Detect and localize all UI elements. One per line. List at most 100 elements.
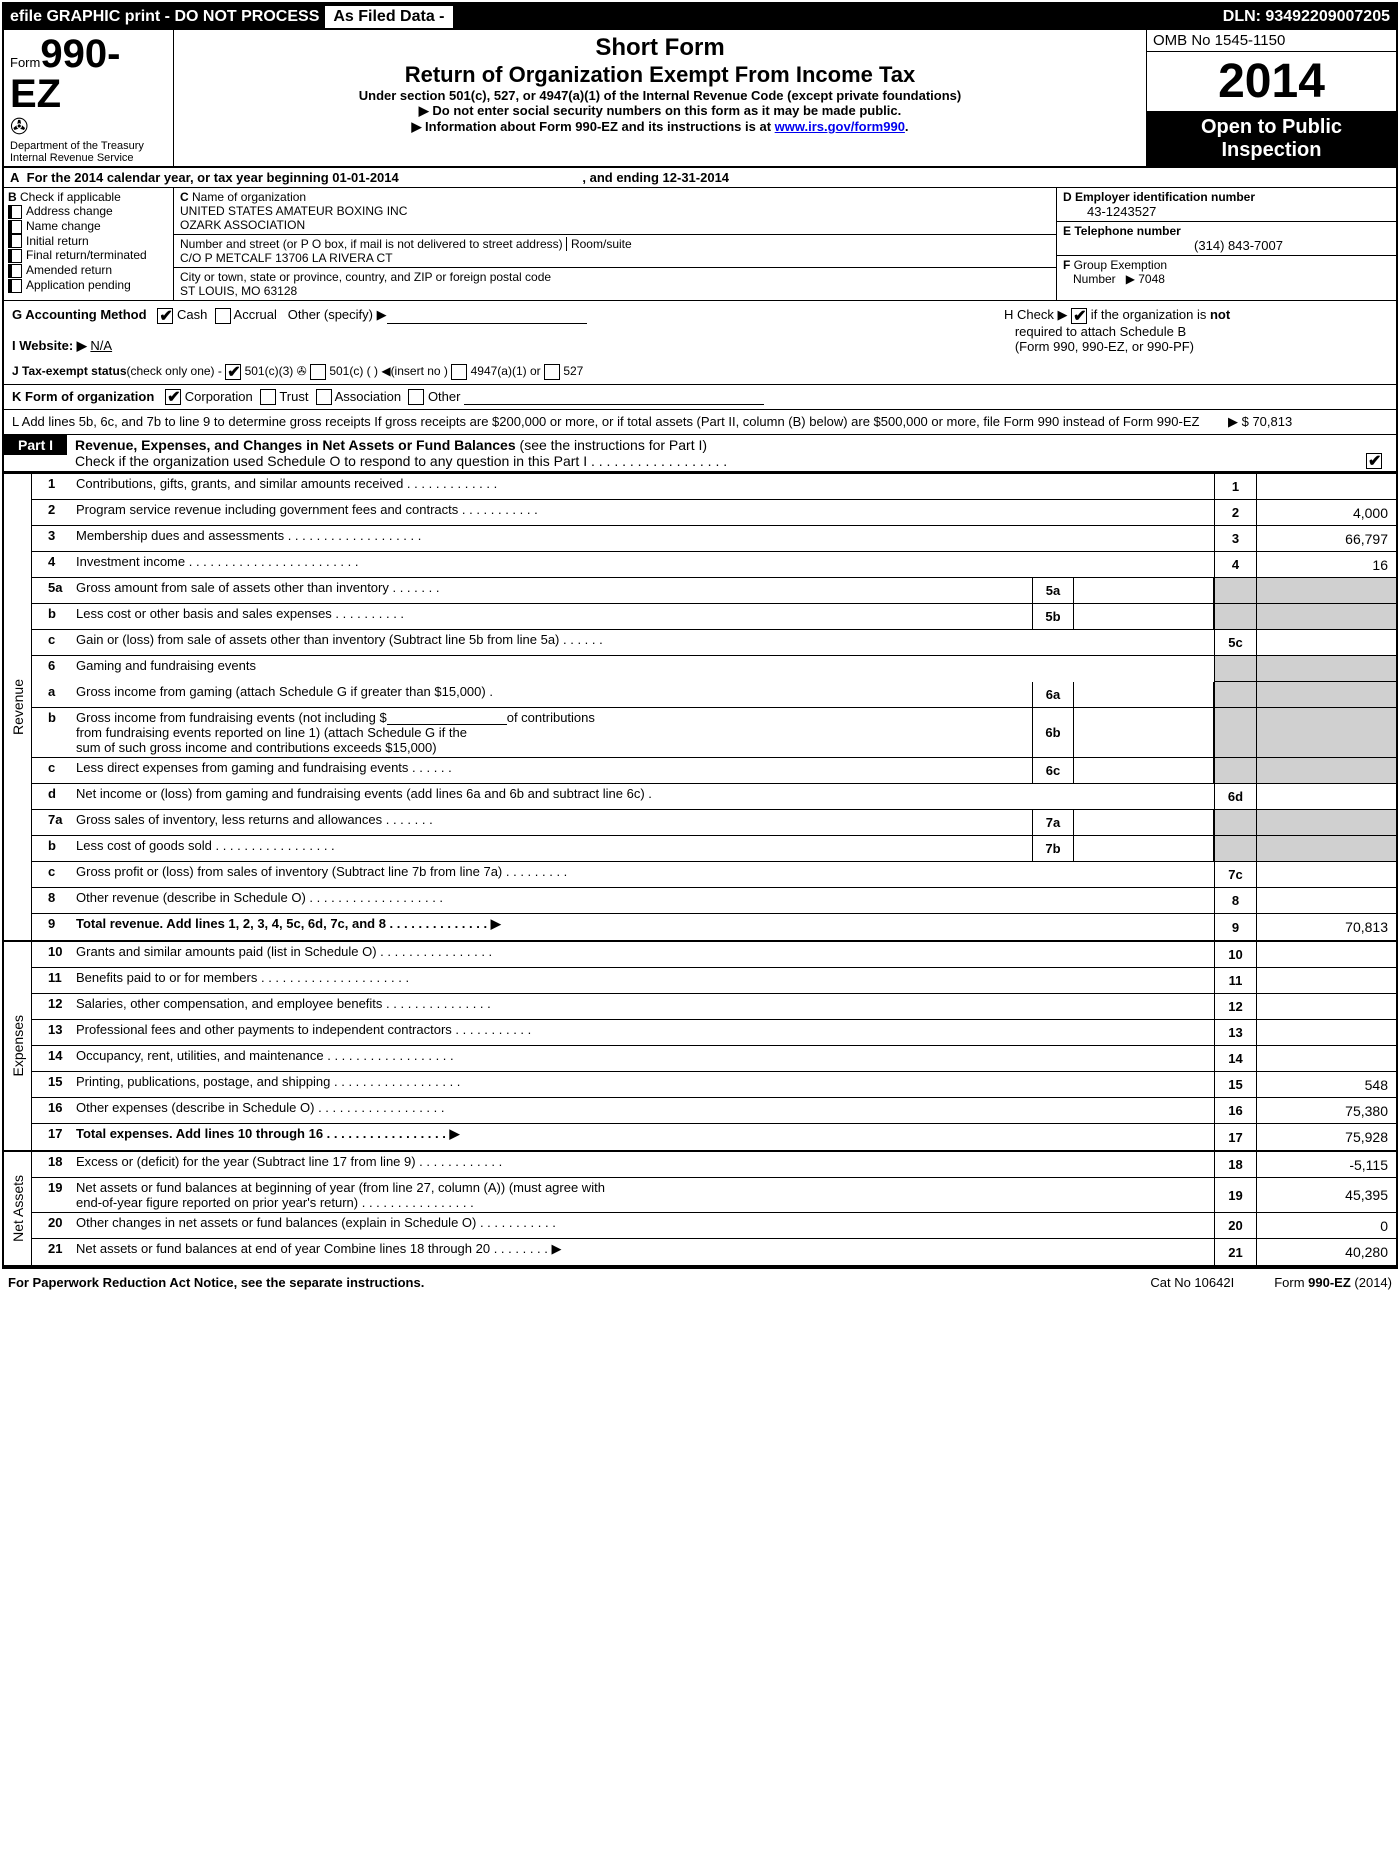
chk-accrual[interactable] <box>215 308 231 324</box>
irs-link[interactable]: www.irs.gov/form990 <box>775 119 905 134</box>
col-c-org-info: C Name of organization UNITED STATES AMA… <box>174 188 1056 300</box>
netassets-sidelabel: Net Assets <box>4 1152 32 1265</box>
line-17-value: 75,928 <box>1256 1124 1396 1150</box>
line-13: 13 Professional fees and other payments … <box>32 1020 1396 1046</box>
as-filed-label: As Filed Data - <box>325 6 452 28</box>
revenue-section: Revenue 1 Contributions, gifts, grants, … <box>4 472 1396 940</box>
line-20-value: 0 <box>1256 1213 1396 1238</box>
line-14-value <box>1256 1046 1396 1071</box>
line-8-value <box>1256 888 1396 913</box>
org-name-1: UNITED STATES AMATEUR BOXING INC <box>180 204 407 218</box>
line-11-value <box>1256 968 1396 993</box>
row-a-tax-year: A For the 2014 calendar year, or tax yea… <box>4 168 1396 188</box>
line-21-value: 40,280 <box>1256 1239 1396 1265</box>
row-l-gross-receipts: L Add lines 5b, 6c, and 7b to line 9 to … <box>4 410 1396 435</box>
chk-4947[interactable] <box>451 364 467 380</box>
line-20: 20 Other changes in net assets or fund b… <box>32 1213 1396 1239</box>
line-21: 21 Net assets or fund balances at end of… <box>32 1239 1396 1265</box>
line-5b: b Less cost or other basis and sales exp… <box>32 604 1396 630</box>
line-10: 10 Grants and similar amounts paid (list… <box>32 942 1396 968</box>
dln-label: DLN: 93492209007205 <box>1223 8 1390 26</box>
line-6d: d Net income or (loss) from gaming and f… <box>32 784 1396 810</box>
gross-receipts-amount: ▶ $ 70,813 <box>1208 414 1388 430</box>
page-footer: For Paperwork Reduction Act Notice, see … <box>0 1271 1400 1294</box>
org-street: C/O P METCALF 13706 LA RIVERA CT <box>180 251 393 265</box>
row-bcdef: B Check if applicable Address change Nam… <box>4 188 1396 301</box>
line-7c-value <box>1256 862 1396 887</box>
group-exemption-value: ▶ 7048 <box>1126 272 1165 286</box>
chk-amended-return[interactable]: Amended return <box>8 263 169 278</box>
line-3-value: 66,797 <box>1256 526 1396 551</box>
part-1-tab: Part I <box>4 435 67 455</box>
header-center: Short Form Return of Organization Exempt… <box>174 30 1146 166</box>
line-6a: a Gross income from gaming (attach Sched… <box>32 682 1396 708</box>
line-9-value: 70,813 <box>1256 914 1396 940</box>
line-1-value <box>1256 474 1396 499</box>
dept-irs: Internal Revenue Service <box>10 152 167 164</box>
note-info: ▶ Information about Form 990-EZ and its … <box>182 119 1138 135</box>
note-ssn: ▶ Do not enter social security numbers o… <box>182 103 1138 119</box>
phone-value: (314) 843-7007 <box>1063 238 1390 253</box>
part-1-title: Revenue, Expenses, and Changes in Net As… <box>67 435 1396 471</box>
efile-label: efile GRAPHIC print - DO NOT PROCESS <box>10 8 319 26</box>
chk-name-change[interactable]: Name change <box>8 219 169 234</box>
net-assets-section: Net Assets 18 Excess or (deficit) for th… <box>4 1150 1396 1267</box>
omb-number: OMB No 1545-1150 <box>1147 30 1396 52</box>
accounting-method: G Accounting Method Cash Accrual Other (… <box>4 301 996 360</box>
form-prefix: Form <box>10 55 40 70</box>
group-exemption-block: F Group Exemption Number ▶ 7048 <box>1057 256 1396 288</box>
open-to-public: Open to Public Inspection <box>1147 112 1396 166</box>
part-1-header: Part I Revenue, Expenses, and Changes in… <box>4 435 1396 472</box>
line-7c: c Gross profit or (loss) from sales of i… <box>32 862 1396 888</box>
form-990ez: efile GRAPHIC print - DO NOT PROCESS As … <box>2 2 1398 1269</box>
org-city-block: City or town, state or province, country… <box>174 268 1056 300</box>
chk-schedule-b[interactable] <box>1071 308 1087 324</box>
line-6d-value <box>1256 784 1396 809</box>
efile-topbar: efile GRAPHIC print - DO NOT PROCESS As … <box>4 4 1396 30</box>
org-street-block: Number and street (or P O box, if mail i… <box>174 235 1056 268</box>
row-j-tax-exempt: J Tax-exempt status(check only one) - 50… <box>4 360 1396 385</box>
col-b-checkboxes: B Check if applicable Address change Nam… <box>4 188 174 300</box>
org-name-2: OZARK ASSOCIATION <box>180 218 305 232</box>
line-6: 6 Gaming and fundraising events <box>32 656 1396 682</box>
line-12: 12 Salaries, other compensation, and emp… <box>32 994 1396 1020</box>
org-city: ST LOUIS, MO 63128 <box>180 284 297 298</box>
chk-501c3[interactable] <box>225 364 241 380</box>
chk-address-change[interactable]: Address change <box>8 204 169 219</box>
line-15: 15 Printing, publications, postage, and … <box>32 1072 1396 1098</box>
chk-association[interactable] <box>316 389 332 405</box>
chk-final-return[interactable]: Final return/terminated <box>8 248 169 263</box>
org-name-block: C Name of organization UNITED STATES AMA… <box>174 188 1056 235</box>
chk-application-pending[interactable]: Application pending <box>8 278 169 293</box>
chk-527[interactable] <box>544 364 560 380</box>
title-under-section: Under section 501(c), 527, or 4947(a)(1)… <box>182 88 1138 103</box>
chk-schedule-o-part1[interactable] <box>1366 453 1382 469</box>
line-6b: b Gross income from fundraising events (… <box>32 708 1396 758</box>
line-17: 17 Total expenses. Add lines 10 through … <box>32 1124 1396 1150</box>
cat-number: Cat No 10642I <box>1110 1275 1274 1290</box>
line-2: 2 Program service revenue including gove… <box>32 500 1396 526</box>
chk-501c[interactable] <box>310 364 326 380</box>
expenses-sidelabel: Expenses <box>4 942 32 1150</box>
other-method-field[interactable] <box>387 323 587 324</box>
schedule-b-check: H Check ▶ if the organization is not req… <box>996 301 1396 360</box>
chk-trust[interactable] <box>260 389 276 405</box>
line-7b: b Less cost of goods sold . . . . . . . … <box>32 836 1396 862</box>
line-16-value: 75,380 <box>1256 1098 1396 1123</box>
chk-other-org[interactable] <box>408 389 424 405</box>
line-19: 19 Net assets or fund balances at beginn… <box>32 1178 1396 1213</box>
irs-seal-icon: ✇ <box>10 114 167 140</box>
line-14: 14 Occupancy, rent, utilities, and maint… <box>32 1046 1396 1072</box>
chk-cash[interactable] <box>157 308 173 324</box>
line-5a: 5a Gross amount from sale of assets othe… <box>32 578 1396 604</box>
line-8: 8 Other revenue (describe in Schedule O)… <box>32 888 1396 914</box>
line-3: 3 Membership dues and assessments . . . … <box>32 526 1396 552</box>
revenue-sidelabel: Revenue <box>4 474 32 940</box>
line-6c: c Less direct expenses from gaming and f… <box>32 758 1396 784</box>
header-right: OMB No 1545-1150 2014 Open to Public Ins… <box>1146 30 1396 166</box>
chk-initial-return[interactable]: Initial return <box>8 234 169 249</box>
ein-value: 43-1243527 <box>1063 204 1390 219</box>
line-15-value: 548 <box>1256 1072 1396 1097</box>
chk-corporation[interactable] <box>165 389 181 405</box>
form-header: Form990-EZ ✇ Department of the Treasury … <box>4 30 1396 168</box>
